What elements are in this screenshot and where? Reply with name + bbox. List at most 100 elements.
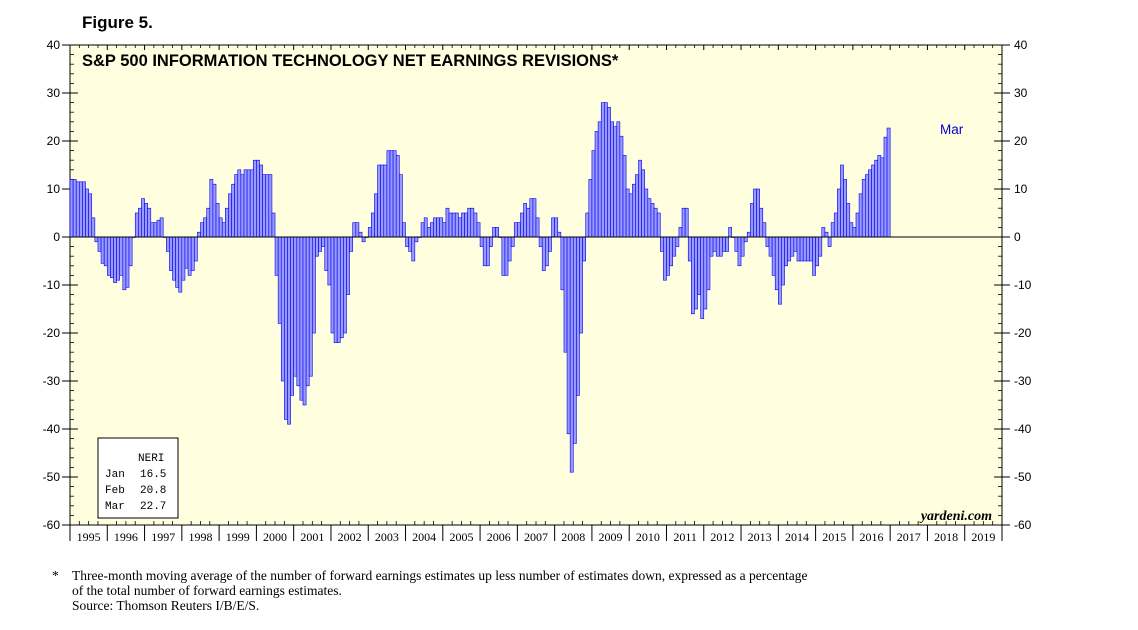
bar (802, 236, 807, 262)
bar (871, 164, 875, 238)
bar (380, 164, 385, 238)
bar (548, 236, 552, 252)
bar (392, 150, 397, 238)
y-tick-label-left: -60 (43, 518, 61, 532)
bar (495, 227, 500, 238)
bar (339, 236, 344, 339)
bar (116, 236, 121, 281)
bar (632, 183, 636, 238)
bar (467, 207, 472, 238)
bar (395, 155, 400, 238)
bar (532, 198, 537, 238)
bar (582, 236, 587, 262)
bar (315, 236, 319, 257)
bar (659, 236, 664, 252)
bar (691, 236, 695, 315)
bar (290, 236, 294, 396)
chart-title: S&P 500 INFORMATION TECHNOLOGY NET EARNI… (82, 52, 619, 70)
bar (762, 222, 767, 238)
legend-header: NERI (138, 453, 164, 465)
bar (343, 236, 347, 334)
bar (743, 236, 748, 243)
bar (79, 181, 83, 238)
bar (877, 155, 882, 238)
bar (843, 179, 847, 238)
bar (622, 155, 627, 238)
bar (846, 203, 851, 238)
bar (246, 169, 251, 238)
bar (106, 236, 111, 276)
bar (600, 102, 605, 238)
y-tick-label-right: -40 (1014, 422, 1032, 436)
y-tick-label-right: 20 (1014, 134, 1028, 148)
y-tick-label-left: -20 (43, 326, 61, 340)
bar (358, 231, 363, 238)
bar (880, 157, 885, 238)
footnote-line1: Three-month moving average of the number… (72, 568, 808, 583)
bar (529, 198, 534, 238)
x-tick-label: 2011 (673, 530, 697, 544)
bar (513, 222, 518, 238)
bar (138, 207, 142, 238)
bar (470, 207, 475, 238)
bar (349, 236, 354, 252)
y-tick-label-right: 0 (1014, 230, 1021, 244)
bar (94, 236, 99, 243)
bar (675, 236, 680, 247)
y-tick-label-right: -20 (1014, 326, 1032, 340)
bar (740, 236, 745, 257)
legend-row-value: 16.5 (140, 469, 166, 481)
bar (433, 217, 437, 238)
bar (585, 212, 590, 238)
bar (855, 212, 860, 238)
bar (308, 236, 313, 377)
bar (181, 236, 186, 281)
y-tick-label-right: -10 (1014, 278, 1032, 292)
x-tick-label: 1998 (188, 530, 212, 544)
y-tick-label-left: 20 (47, 134, 61, 148)
bar (507, 236, 512, 262)
x-tick-label: 2008 (561, 530, 585, 544)
y-tick-label-left: 30 (47, 86, 61, 100)
bar (610, 121, 614, 238)
bar (510, 236, 515, 247)
x-tick-label: 2012 (710, 530, 734, 544)
x-tick-label: 2010 (636, 530, 660, 544)
bar (361, 236, 366, 243)
bar (374, 193, 378, 238)
bar (750, 203, 754, 238)
bar (591, 150, 596, 238)
bar (88, 193, 93, 238)
bar (628, 193, 633, 238)
x-tick-label: 2013 (748, 530, 772, 544)
bar (778, 236, 782, 305)
bar (240, 174, 245, 238)
y-tick-label-left: 40 (47, 38, 61, 52)
bar (793, 236, 798, 252)
bar (718, 236, 723, 257)
bar (681, 207, 686, 238)
bar (737, 236, 742, 267)
x-tick-label: 2000 (263, 530, 287, 544)
bar (563, 236, 568, 353)
bar (321, 236, 326, 247)
bar (293, 236, 298, 377)
bar (458, 217, 462, 238)
legend-row-month: Feb (105, 485, 125, 497)
bar (765, 236, 770, 247)
bar (526, 207, 531, 238)
bar (635, 174, 639, 238)
bar (175, 236, 180, 288)
bar (827, 236, 832, 247)
bar (389, 150, 394, 238)
y-tick-label-left: 10 (47, 182, 61, 196)
bar (445, 207, 450, 238)
bar (796, 236, 801, 262)
bar (327, 236, 332, 286)
x-tick-label: 2018 (934, 530, 958, 544)
bar (82, 181, 86, 238)
bar (72, 179, 77, 238)
bar (734, 236, 739, 252)
bar (333, 236, 338, 343)
bar (221, 222, 226, 238)
